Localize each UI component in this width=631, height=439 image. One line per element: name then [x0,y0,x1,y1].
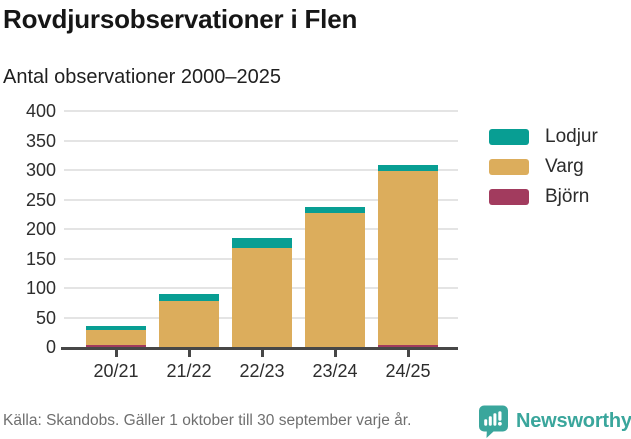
bar-segment-lodjur-23-24 [305,206,365,214]
bar-segment-varg-22-23 [232,247,292,347]
bar-segment-varg-24-25 [378,170,438,346]
legend-label-lodjur: Lodjur [545,126,598,147]
x-tick [406,350,410,357]
legend-label-bj-rn: Björn [545,186,590,207]
grid-line-350 [64,139,458,142]
x-tick [114,350,118,357]
brand-footer: Newsworthy [478,405,631,438]
y-tick-label: 200 [25,219,56,239]
legend-swatch-varg [489,159,529,175]
bar-segment-lodjur-20-21 [86,326,146,331]
legend-swatch-lodjur [489,129,529,145]
bar-segment-varg-21-22 [159,300,219,347]
x-tick-label-21-22: 21/22 [166,361,212,381]
source-note: Källa: Skandobs. Gäller 1 oktober till 3… [3,412,412,429]
bar-segment-varg-20-21 [86,330,146,346]
x-tick-label-23-24: 23/24 [312,361,358,381]
newsworthy-logo-icon [479,405,508,438]
bar-segment-varg-23-24 [305,213,365,347]
y-tick-label: 250 [25,189,56,210]
bar-segment-bj-rn-20-21 [86,345,146,347]
x-tick-label-20-21: 20/21 [93,361,139,381]
y-tick-label: 150 [25,248,56,269]
legend: Lodjur Varg Björn [489,126,598,218]
y-tick-label: 100 [25,278,56,298]
x-tick-label-22-23: 22/23 [239,361,285,381]
chart-subtitle: Antal observationer 2000–2025 [3,66,281,88]
chart-title: Rovdjursobservationer i Flen [3,4,358,34]
x-tick [333,350,337,357]
y-tick-label: 300 [25,160,56,180]
y-tick-label: 0 [45,337,56,357]
legend-item-varg: Varg [489,156,598,177]
brand-name: Newsworthy [516,410,631,432]
grid-line-400 [64,110,458,112]
bar-segment-bj-rn-24-25 [378,345,438,347]
x-axis-line [61,347,458,350]
legend-item-lodjur: Lodjur [489,126,598,147]
x-tick-label-24-25: 24/25 [385,361,431,381]
legend-label-varg: Varg [545,156,584,177]
grid-line-300 [64,169,458,171]
grid-line-250 [64,198,458,201]
y-tick-label: 350 [25,130,56,151]
x-tick [187,350,191,357]
y-tick-label: 50 [35,307,56,328]
bar-segment-lodjur-24-25 [378,164,438,171]
grid-line-200 [64,228,458,230]
bar-segment-lodjur-21-22 [159,294,219,301]
x-tick [260,350,264,357]
bar-segment-lodjur-22-23 [232,237,292,248]
legend-swatch-bj-rn [489,189,529,205]
legend-item-bj-rn: Björn [489,186,598,207]
y-tick-label: 400 [25,101,56,121]
